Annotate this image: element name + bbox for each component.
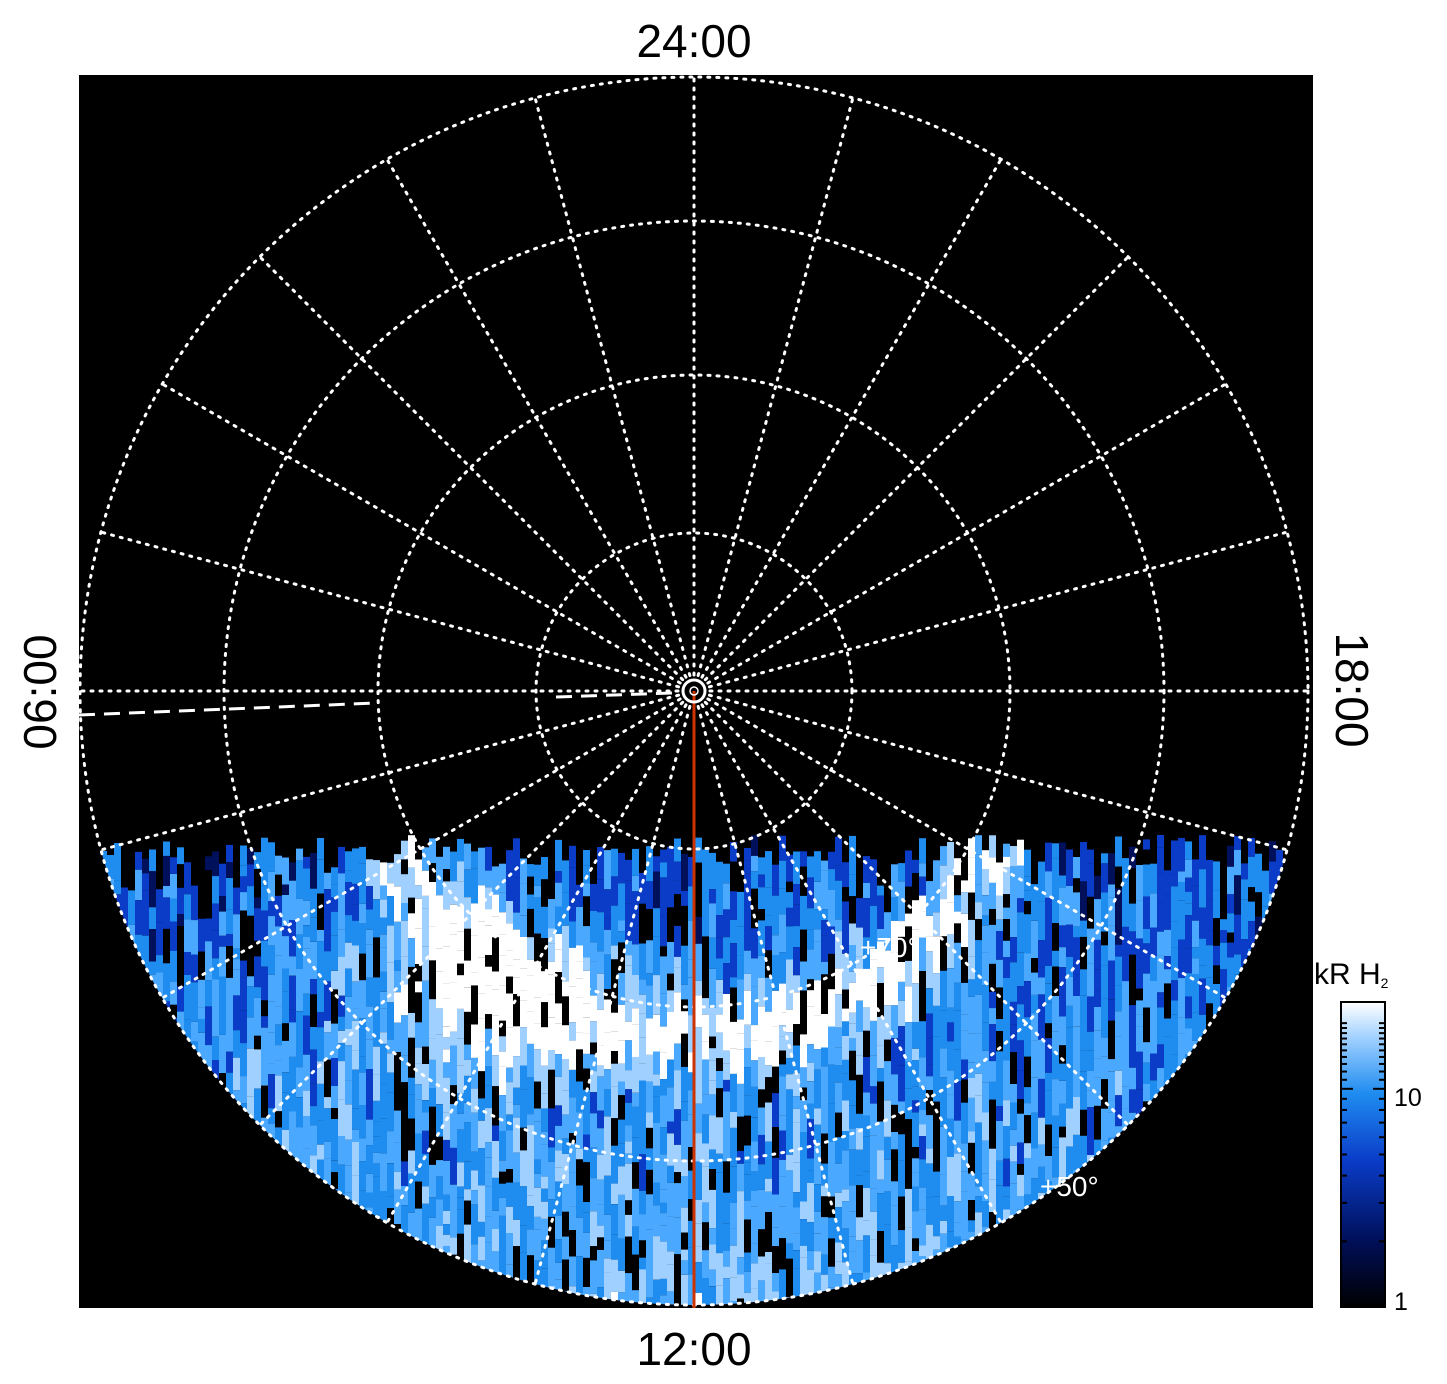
meridian-line xyxy=(160,382,682,685)
meridian-line xyxy=(706,382,1228,685)
latitude-ring xyxy=(534,531,854,851)
meridian-line xyxy=(700,157,1003,679)
pole-marker xyxy=(681,678,707,704)
meridian-line xyxy=(707,693,1289,852)
meridian-line xyxy=(160,697,682,1000)
meridian-line xyxy=(700,703,1003,1225)
meridian-line xyxy=(703,255,1130,682)
local-time-label-noon: 12:00 xyxy=(636,1323,752,1375)
colorbar-gradient xyxy=(1340,1001,1386,1308)
colorbar-title: kR H2 xyxy=(1314,958,1388,992)
meridian-line xyxy=(385,157,688,679)
meridian-line xyxy=(99,530,681,689)
latitude-label-70: +70° xyxy=(860,932,919,963)
meridian-line xyxy=(706,697,1228,1000)
local-time-label-midnight: 24:00 xyxy=(636,15,752,67)
meridian-line xyxy=(99,693,681,852)
meridian-line xyxy=(258,255,685,682)
dawn-dashed-line-inner xyxy=(555,691,673,699)
colorbar-title-subscript: 2 xyxy=(1380,975,1389,991)
meridian-line xyxy=(385,703,688,1225)
meridian-line xyxy=(696,704,855,1286)
meridian-line xyxy=(258,700,685,1127)
meridian-line xyxy=(533,704,692,1286)
colorbar xyxy=(1340,1001,1386,1308)
latitude-label-50: +50° xyxy=(1040,1171,1099,1202)
meridian-line xyxy=(696,96,855,678)
meridian-line xyxy=(533,96,692,678)
colorbar-title-main: kR H xyxy=(1314,958,1381,991)
meridian-line xyxy=(703,700,1130,1127)
pole-marker-inner xyxy=(689,686,699,696)
colorbar-tick-label-1: 1 xyxy=(1394,1288,1408,1316)
colorbar-tick-label-10: 10 xyxy=(1394,1084,1422,1112)
meridian-line xyxy=(707,530,1289,689)
colorbar-ticks xyxy=(1341,1001,1385,1308)
